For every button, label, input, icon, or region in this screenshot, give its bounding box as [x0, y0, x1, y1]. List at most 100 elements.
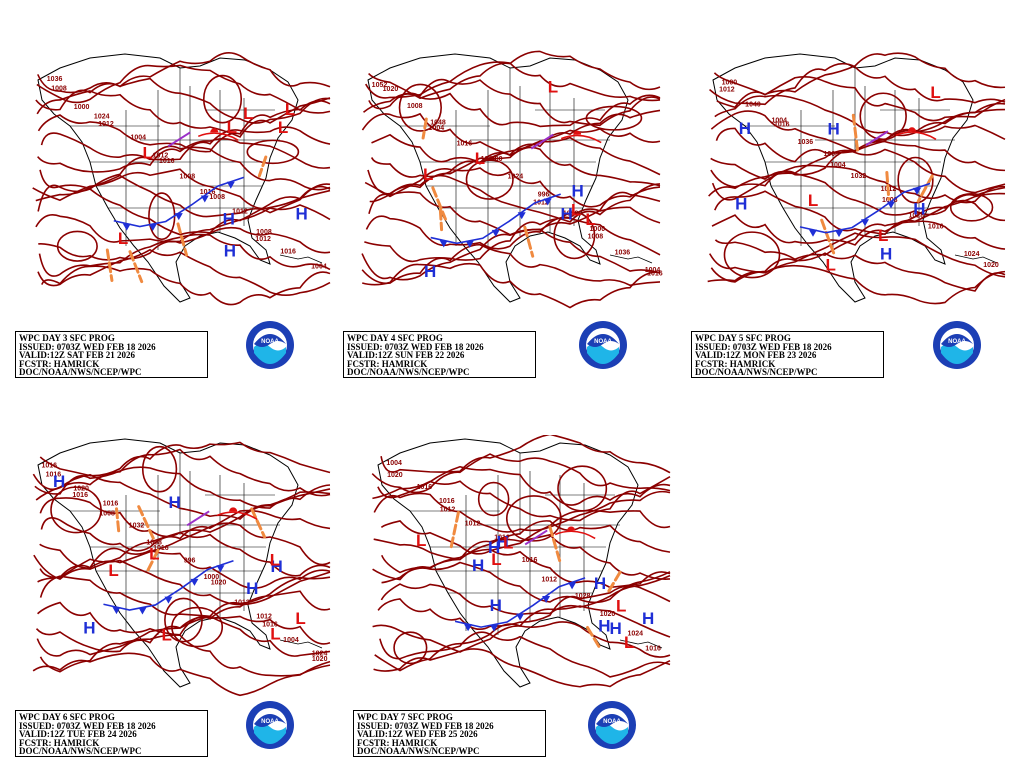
isobar-line: [38, 233, 331, 277]
label-agency: DOC/NOAA/NWS/NCEP/WPC: [19, 746, 142, 757]
high-pressure-center: H: [571, 181, 583, 200]
high-pressure-center: H: [246, 579, 258, 598]
isobar-line: [373, 520, 671, 561]
isobar-line: [364, 217, 661, 263]
troughs: [449, 510, 622, 650]
isobar-line: [368, 50, 661, 100]
isobar-label: 1012: [256, 614, 272, 621]
isobar-line: [37, 108, 331, 153]
isobar-label: 1032: [129, 522, 145, 529]
isobar-label: 1012: [232, 209, 248, 216]
cold-front-barb: [464, 624, 473, 632]
logo-wave: [596, 723, 628, 744]
isobar-label: 1004: [283, 637, 299, 644]
warm-front: [895, 131, 937, 140]
label-agency: DOC/NOAA/NWS/NCEP/WPC: [357, 746, 480, 757]
isobar-label: 1012: [533, 199, 549, 206]
trough-line: [820, 218, 836, 255]
panel-label-day6: WPC DAY 6 SFC PROG ISSUED: 0703Z WED FEB…: [15, 710, 208, 757]
label-issued: ISSUED: 0703Z WED FEB 18 2026: [19, 341, 156, 352]
cold-front-barb: [122, 223, 131, 231]
noaa-logo-icon: NOAA: [579, 321, 627, 369]
caribbean-islands: [609, 254, 653, 264]
high-pressure-center: H: [224, 242, 236, 261]
noaa-logo-icon: NOAA: [588, 701, 636, 749]
isobar-line: [370, 136, 661, 178]
noaa-logo-icon: NOAA: [933, 321, 981, 369]
noaa-logo-icon: NOAA: [246, 321, 294, 369]
isobar-label: 1016: [928, 223, 944, 230]
label-issued: ISSUED: 0703Z WED FEB 18 2026: [357, 720, 494, 731]
isobars: 1016101610081000101210241020103299610121…: [32, 441, 331, 697]
high-pressure-center: H: [472, 556, 484, 575]
isobar-line: [371, 128, 661, 164]
isobar-label: 1012: [719, 86, 735, 93]
map-base: [367, 53, 653, 303]
high-pressure-center: H: [880, 245, 892, 264]
cold-front-barb: [439, 240, 448, 248]
label-title: WPC DAY 6 SFC PROG: [19, 712, 115, 722]
isobar-label: 1016: [417, 484, 433, 491]
isobar-line: [361, 109, 661, 156]
cold-front-barb: [112, 607, 121, 615]
fronts: [430, 130, 602, 248]
label-forecaster: FCSTR: HAMRICK: [347, 358, 428, 369]
troughs: [105, 155, 268, 284]
isobar-label: 1016: [159, 158, 175, 165]
isobar-label: 1008: [146, 539, 162, 546]
isobar-label: 1024: [964, 251, 980, 258]
low-pressure-center: L: [243, 104, 253, 123]
low-pressure-center: L: [278, 118, 288, 137]
label-agency: DOC/NOAA/NWS/NCEP/WPC: [19, 367, 142, 378]
isobar-line: [35, 204, 331, 243]
cold-front: [799, 182, 931, 234]
logo-bird: [941, 334, 973, 347]
trough-line: [257, 155, 268, 178]
cold-front-barb: [190, 578, 199, 586]
label-title: WPC DAY 5 SFC PROG: [695, 333, 791, 343]
isobar-label: 1012: [494, 535, 510, 542]
trough-line: [250, 507, 267, 539]
isobar-label: 1020: [600, 611, 616, 618]
fronts: [103, 507, 258, 615]
trough-line: [176, 222, 189, 257]
high-pressure-center: H: [424, 262, 436, 281]
isobar-line: [36, 90, 331, 138]
isobar-label: 1016: [41, 462, 57, 469]
isobar-loop: [585, 105, 643, 131]
cold-front-barb: [517, 212, 526, 220]
isobar-line: [40, 509, 331, 552]
isobar-label: 1020: [983, 262, 999, 269]
logo-wave: [587, 343, 619, 364]
isobar-label: 1008: [51, 86, 67, 93]
isobar-label: 1016: [280, 249, 296, 256]
cold-front-barb: [861, 219, 870, 227]
fronts: [454, 526, 596, 632]
panel-label-day4: WPC DAY 4 SFC PROG ISSUED: 0703Z WED FEB…: [343, 331, 536, 378]
isobar-label: 1000: [487, 156, 503, 163]
cold-front-barb: [568, 582, 577, 590]
low-pressure-center: L: [808, 191, 818, 210]
isobar-line: [713, 52, 1006, 96]
low-pressure-center: L: [423, 165, 433, 184]
label-issued: ISSUED: 0703Z WED FEB 18 2026: [347, 341, 484, 352]
isobar-label: 1012: [465, 521, 481, 528]
isobars: 1052 1048 1040 996 1000 1004 1008 1016 1024 1032 1…: [361, 50, 663, 309]
isobar-line: [39, 441, 331, 477]
low-pressure-center: L: [227, 118, 237, 137]
isobar-line: [715, 124, 1006, 163]
isobar-label: 1004: [830, 162, 846, 169]
label-forecaster: FCSTR: HAMRICK: [357, 737, 438, 748]
logo-text: NOAA: [261, 339, 279, 345]
isobar-line: [708, 232, 1006, 278]
isobar-label: 1004: [429, 125, 445, 132]
isobar-label: 1036: [47, 76, 63, 83]
map-panel-day5: 1000 1004 1008 1012 1016 1020 1040 1036 1032 1028…: [707, 52, 1006, 305]
isobar-line: [40, 126, 331, 161]
isobar-line: [709, 62, 1006, 106]
cold-front-barb: [138, 607, 147, 615]
warm-front: [554, 530, 596, 540]
isobar-label: 1004: [386, 460, 402, 467]
